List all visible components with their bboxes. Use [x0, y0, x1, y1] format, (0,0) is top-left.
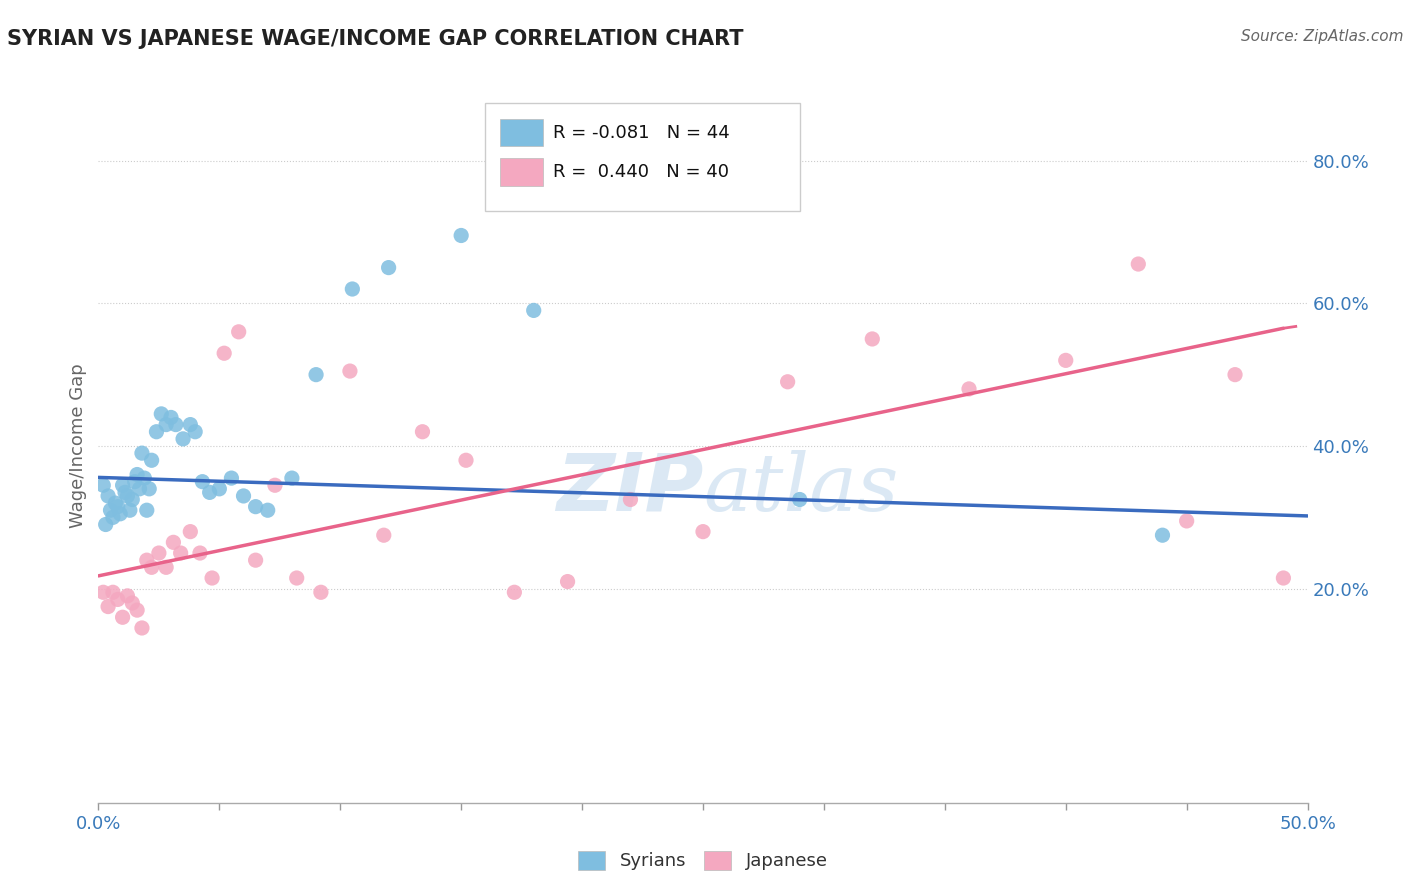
Point — [107, 592, 129, 607]
Point — [860, 332, 883, 346]
Point — [124, 475, 146, 489]
Point — [172, 432, 194, 446]
Point — [148, 546, 170, 560]
Text: R =  0.440   N = 40: R = 0.440 N = 40 — [553, 163, 730, 181]
Point — [128, 482, 150, 496]
Point — [789, 492, 811, 507]
Point — [117, 589, 139, 603]
Point — [108, 507, 131, 521]
Point — [454, 453, 477, 467]
Point — [450, 228, 472, 243]
Point — [162, 535, 184, 549]
Point — [957, 382, 980, 396]
Point — [138, 482, 160, 496]
Text: Source: ZipAtlas.com: Source: ZipAtlas.com — [1240, 29, 1403, 44]
Text: ZIP: ZIP — [555, 450, 703, 528]
Point — [131, 446, 153, 460]
Point — [117, 489, 139, 503]
FancyBboxPatch shape — [501, 159, 543, 186]
Text: SYRIAN VS JAPANESE WAGE/INCOME GAP CORRELATION CHART: SYRIAN VS JAPANESE WAGE/INCOME GAP CORRE… — [7, 29, 744, 48]
Point — [692, 524, 714, 539]
Point — [121, 492, 143, 507]
Point — [1128, 257, 1150, 271]
Point — [221, 471, 243, 485]
Point — [179, 417, 201, 432]
Point — [118, 503, 141, 517]
FancyBboxPatch shape — [501, 120, 543, 146]
Point — [342, 282, 364, 296]
Point — [97, 489, 120, 503]
Y-axis label: Wage/Income Gap: Wage/Income Gap — [69, 364, 87, 528]
Point — [373, 528, 395, 542]
Point — [127, 603, 149, 617]
Point — [121, 596, 143, 610]
Point — [184, 425, 207, 439]
Text: atlas: atlas — [703, 450, 898, 527]
Point — [155, 417, 177, 432]
Point — [245, 500, 267, 514]
Point — [91, 478, 114, 492]
Legend: Syrians, Japanese: Syrians, Japanese — [572, 846, 834, 876]
Point — [100, 503, 122, 517]
Point — [150, 407, 173, 421]
Point — [212, 346, 235, 360]
Point — [165, 417, 187, 432]
Point — [94, 517, 117, 532]
Point — [305, 368, 328, 382]
Point — [101, 510, 124, 524]
Point — [232, 489, 254, 503]
Point — [188, 546, 211, 560]
Point — [245, 553, 267, 567]
Point — [169, 546, 191, 560]
Point — [91, 585, 114, 599]
Point — [1223, 368, 1246, 382]
Point — [145, 425, 167, 439]
Point — [1054, 353, 1077, 368]
Point — [1152, 528, 1174, 542]
Point — [285, 571, 308, 585]
Point — [411, 425, 433, 439]
Point — [160, 410, 183, 425]
Point — [198, 485, 221, 500]
Point — [131, 621, 153, 635]
Point — [201, 571, 224, 585]
Point — [134, 471, 156, 485]
Point — [114, 485, 136, 500]
Point — [208, 482, 231, 496]
Point — [281, 471, 304, 485]
Point — [1272, 571, 1295, 585]
Point — [256, 503, 278, 517]
Point — [557, 574, 579, 589]
Point — [107, 500, 129, 514]
Point — [141, 453, 163, 467]
Point — [155, 560, 177, 574]
Point — [228, 325, 250, 339]
Text: R = -0.081   N = 44: R = -0.081 N = 44 — [553, 124, 730, 142]
Point — [523, 303, 546, 318]
Point — [503, 585, 526, 599]
Point — [135, 503, 157, 517]
Point — [127, 467, 149, 482]
Point — [104, 496, 127, 510]
Point — [97, 599, 120, 614]
Point — [179, 524, 201, 539]
Point — [619, 492, 641, 507]
Point — [339, 364, 361, 378]
Point — [309, 585, 332, 599]
Point — [111, 478, 134, 492]
Point — [191, 475, 214, 489]
Point — [101, 585, 124, 599]
Point — [377, 260, 399, 275]
Point — [264, 478, 287, 492]
Point — [1175, 514, 1198, 528]
Point — [776, 375, 799, 389]
FancyBboxPatch shape — [485, 103, 800, 211]
Point — [111, 610, 134, 624]
Point — [141, 560, 163, 574]
Point — [135, 553, 157, 567]
